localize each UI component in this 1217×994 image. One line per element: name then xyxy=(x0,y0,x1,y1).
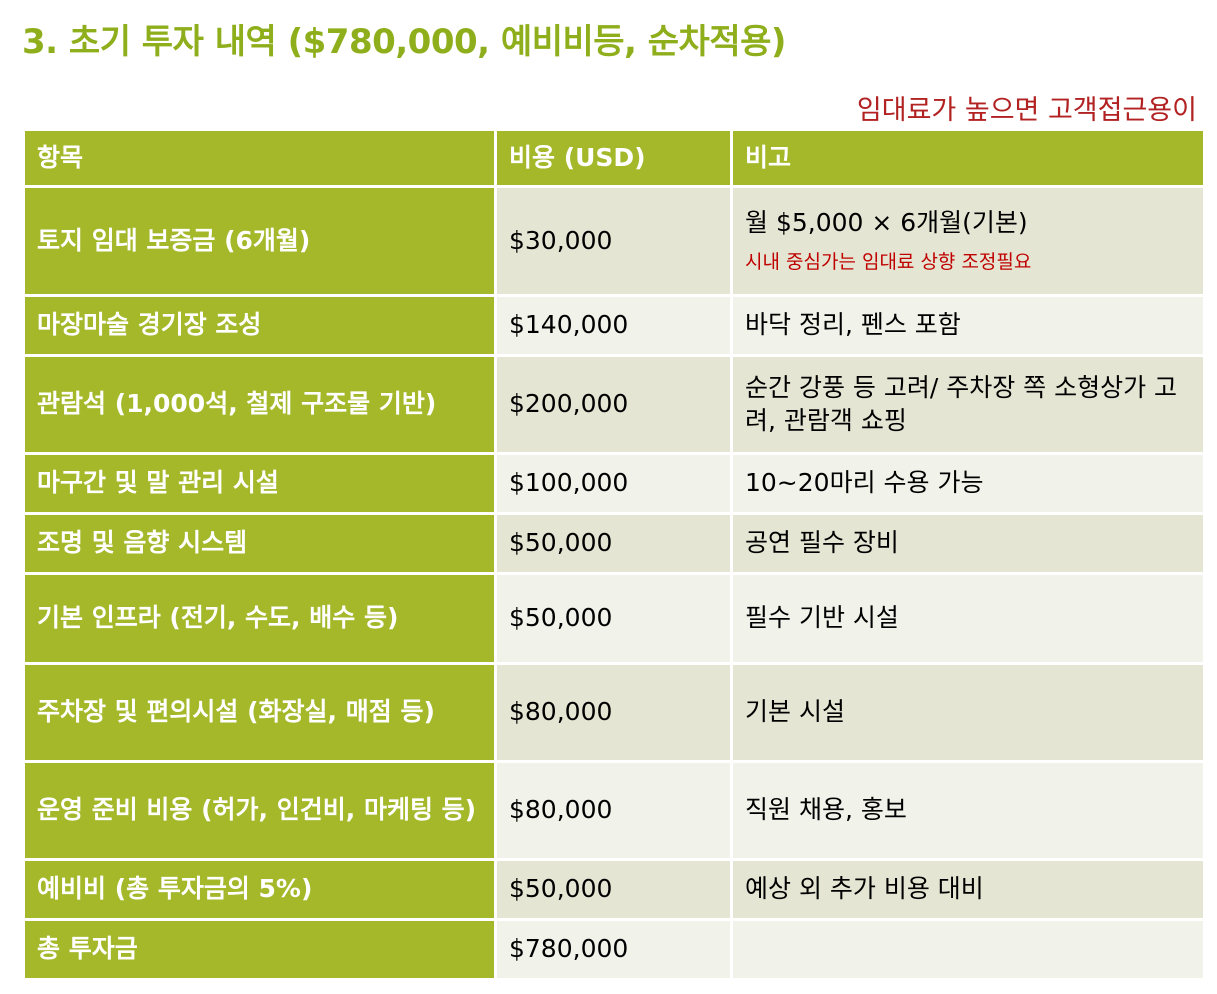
row-cost: $50,000 xyxy=(494,512,733,575)
row-remark: 필수 기반 시설 xyxy=(730,572,1206,665)
row-cost: $80,000 xyxy=(494,662,733,763)
row-item: 예비비 (총 투자금의 5%) xyxy=(22,858,497,921)
row-remark: 기본 시설 xyxy=(730,662,1206,763)
table-row: 마장마술 경기장 조성 $140,000 바닥 정리, 펜스 포함 xyxy=(22,294,1206,357)
table-row: 기본 인프라 (전기, 수도, 배수 등) $50,000 필수 기반 시설 xyxy=(22,572,1206,665)
row-remark: 공연 필수 장비 xyxy=(730,512,1206,575)
table-row: 운영 준비 비용 (허가, 인건비, 마케팅 등) $80,000 직원 채용,… xyxy=(22,760,1206,861)
row-item: 마구간 및 말 관리 시설 xyxy=(22,452,497,515)
row-cost: $780,000 xyxy=(494,918,733,981)
row-cost: $200,000 xyxy=(494,354,733,455)
row-cost: $50,000 xyxy=(494,572,733,665)
row-item: 총 투자금 xyxy=(22,918,497,981)
page-title: 3. 초기 투자 내역 ($780,000, 예비비등, 순차적용) xyxy=(22,22,786,62)
row-cost: $80,000 xyxy=(494,760,733,861)
row-subnote: 시내 중심가는 임대료 상향 조정필요 xyxy=(745,250,1032,273)
header-remark: 비고 xyxy=(730,128,1206,188)
row-item: 운영 준비 비용 (허가, 인건비, 마케팅 등) xyxy=(22,760,497,861)
row-cost: $140,000 xyxy=(494,294,733,357)
header-cost: 비용 (USD) xyxy=(494,128,733,188)
table-row: 예비비 (총 투자금의 5%) $50,000 예상 외 추가 비용 대비 xyxy=(22,858,1206,921)
table-header-row: 항목 비용 (USD) 비고 xyxy=(22,128,1206,188)
row-item: 주차장 및 편의시설 (화장실, 매점 등) xyxy=(22,662,497,763)
row-item: 마장마술 경기장 조성 xyxy=(22,294,497,357)
row-item: 조명 및 음향 시스템 xyxy=(22,512,497,575)
table-row-total: 총 투자금 $780,000 xyxy=(22,918,1206,981)
row-remark-cell: 월 $5,000 × 6개월(기본) 시내 중심가는 임대료 상향 조정필요 xyxy=(730,185,1206,297)
header-item: 항목 xyxy=(22,128,497,188)
row-item: 토지 임대 보증금 (6개월) xyxy=(22,185,497,297)
row-remark xyxy=(730,918,1206,981)
row-remark: 예상 외 추가 비용 대비 xyxy=(730,858,1206,921)
table-row: 토지 임대 보증금 (6개월) $30,000 월 $5,000 × 6개월(기… xyxy=(22,185,1206,297)
row-remark: 10~20마리 수용 가능 xyxy=(730,452,1206,515)
row-remark: 바닥 정리, 펜스 포함 xyxy=(730,294,1206,357)
table-row: 관람석 (1,000석, 철제 구조물 기반) $200,000 순간 강풍 등… xyxy=(22,354,1206,455)
table-row: 마구간 및 말 관리 시설 $100,000 10~20마리 수용 가능 xyxy=(22,452,1206,515)
row-item: 관람석 (1,000석, 철제 구조물 기반) xyxy=(22,354,497,455)
table-row: 조명 및 음향 시스템 $50,000 공연 필수 장비 xyxy=(22,512,1206,575)
table-row: 주차장 및 편의시설 (화장실, 매점 등) $80,000 기본 시설 xyxy=(22,662,1206,763)
row-cost: $30,000 xyxy=(494,185,733,297)
row-cost: $50,000 xyxy=(494,858,733,921)
row-cost: $100,000 xyxy=(494,452,733,515)
investment-table: 항목 비용 (USD) 비고 토지 임대 보증금 (6개월) $30,000 월… xyxy=(22,128,1206,981)
side-note: 임대료가 높으면 고객접근용이 xyxy=(856,95,1197,126)
row-remark: 순간 강풍 등 고려/ 주차장 쪽 소형상가 고려, 관람객 쇼핑 xyxy=(730,354,1206,455)
row-remark: 직원 채용, 홍보 xyxy=(730,760,1206,861)
row-remark: 월 $5,000 × 6개월(기본) xyxy=(745,208,1028,238)
row-item: 기본 인프라 (전기, 수도, 배수 등) xyxy=(22,572,497,665)
